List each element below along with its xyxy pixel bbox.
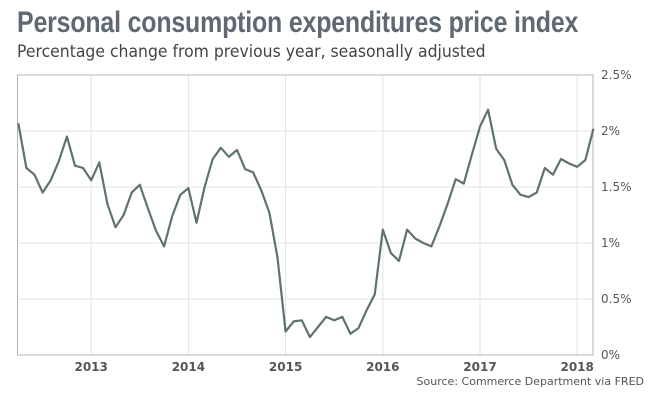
y-tick-label: 2.5% [601, 68, 632, 82]
plot-frame [17, 74, 594, 356]
y-tick-label: 2% [601, 124, 620, 138]
x-tick-label: 2017 [463, 360, 496, 374]
x-tick-label: 2016 [366, 360, 399, 374]
x-tick-label: 2018 [560, 360, 593, 374]
y-tick-label: 0.5% [601, 292, 632, 306]
y-tick-label: 0% [601, 348, 620, 362]
chart-subtitle: Percentage change from previous year, se… [17, 42, 486, 62]
x-tick-label: 2013 [74, 360, 107, 374]
series-line [17, 108, 595, 339]
y-tick-label: 1% [601, 236, 620, 250]
x-tick-label: 2015 [269, 360, 302, 374]
source-note: Source: Commerce Department via FRED [416, 375, 644, 388]
y-tick-label: 1.5% [601, 180, 632, 194]
x-tick-label: 2014 [172, 360, 205, 374]
chart-title: Personal consumption expenditures price … [17, 6, 579, 39]
